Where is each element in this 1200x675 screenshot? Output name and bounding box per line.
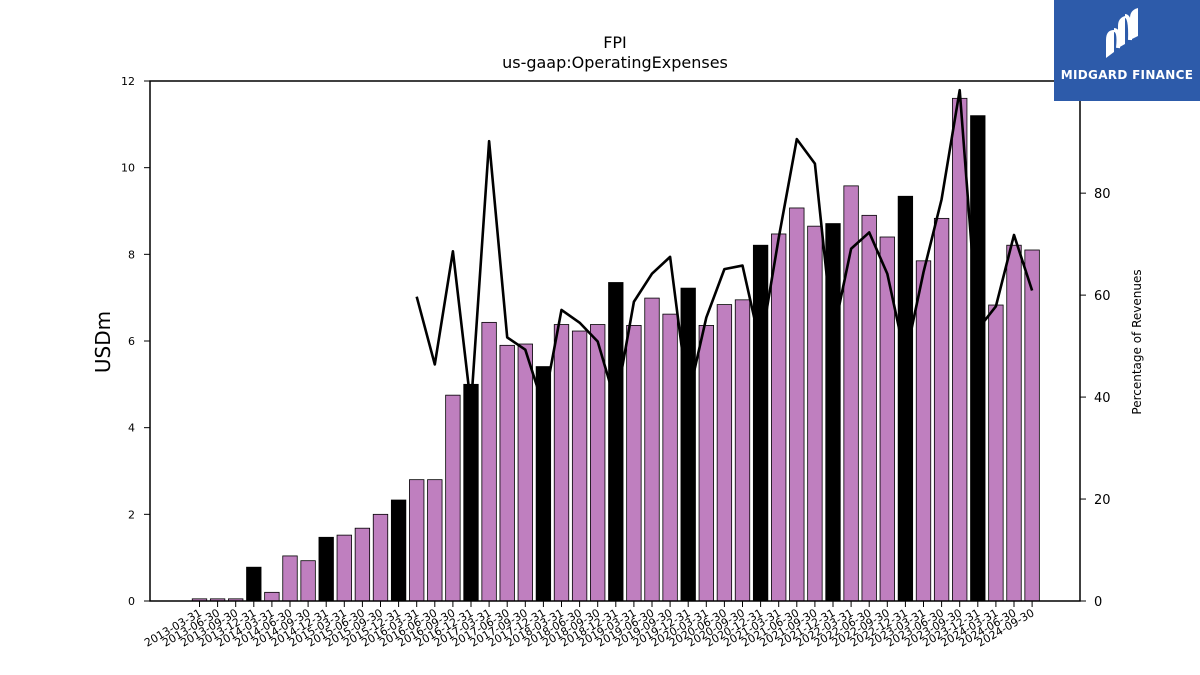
bar-2016-12-31	[463, 383, 479, 602]
bar-2020-12-31	[752, 244, 769, 602]
y-tick-label: 10	[121, 162, 135, 175]
bar-2021-03-31	[771, 233, 787, 602]
y-axis-label: USDm	[91, 311, 115, 373]
y2-tick-label: 40	[1094, 391, 1111, 406]
bar-2020-06-30	[716, 304, 733, 602]
y-tick-label: 2	[128, 508, 135, 521]
bar-2021-06-30	[789, 207, 805, 602]
bar-2014-03-31	[264, 591, 280, 602]
chart-subtitle: us-gaap:OperatingExpenses	[502, 53, 728, 72]
bar-2024-06-30	[1006, 244, 1022, 602]
bar-2023-03-31	[915, 260, 932, 602]
bar-2015-12-31	[390, 499, 407, 602]
bar-2015-09-30	[372, 513, 389, 602]
y-tick-label: 8	[128, 248, 135, 261]
bar-2019-03-31	[626, 324, 642, 602]
bar-2014-09-30	[300, 560, 316, 602]
bar-2019-06-30	[644, 297, 660, 602]
y2-tick-label: 0	[1094, 595, 1102, 610]
bar-2016-06-30	[427, 479, 443, 602]
bar-2017-09-30	[517, 343, 533, 602]
bar-2013-12-31	[246, 566, 262, 602]
bar-2016-09-30	[445, 394, 461, 602]
brand-logo: MIDGARD FINANCE	[1054, 0, 1200, 101]
bar-2019-09-30	[662, 313, 678, 602]
bar-2022-12-31	[897, 195, 914, 602]
bar-2024-09-30	[1024, 249, 1040, 602]
chart-title: FPI	[603, 33, 627, 52]
bar-2016-03-31	[409, 479, 425, 602]
bar-2018-12-31	[608, 282, 624, 602]
y2-axis-label: Percentage of Revenues	[1130, 269, 1144, 414]
bar-2020-09-30	[734, 299, 751, 602]
bar-2020-03-31	[698, 324, 714, 602]
bar-2017-03-31	[481, 321, 497, 602]
y-tick-label: 12	[121, 75, 135, 88]
axes-layer: 0246810120204060801002013-03-312013-06-3…	[121, 75, 1119, 650]
y2-tick-label: 60	[1094, 289, 1111, 304]
bar-2021-09-30	[807, 225, 823, 602]
y-tick-label: 0	[128, 595, 135, 608]
line-layer	[415, 88, 1034, 408]
bar-2023-12-31	[970, 115, 986, 602]
brand-logo-icon	[1106, 8, 1138, 58]
bar-2023-06-30	[933, 217, 950, 602]
bar-2018-03-31	[553, 324, 570, 602]
bar-2018-09-30	[590, 324, 606, 602]
bars-layer	[191, 97, 1040, 602]
bar-2015-03-31	[336, 534, 352, 602]
bar-2022-06-30	[861, 214, 877, 602]
y-tick-label: 6	[128, 335, 135, 348]
brand-name: MIDGARD FINANCE	[1060, 68, 1194, 82]
percentage-line	[415, 88, 1034, 408]
bar-2015-06-30	[354, 527, 371, 602]
y2-tick-label: 20	[1094, 493, 1111, 508]
bar-2019-12-31	[680, 287, 696, 602]
bar-2024-03-31	[988, 304, 1004, 602]
bar-2014-12-31	[318, 536, 334, 602]
bar-2018-06-30	[571, 330, 588, 602]
y2-tick-label: 80	[1094, 187, 1111, 202]
bar-2014-06-30	[282, 555, 298, 602]
y-tick-label: 4	[128, 422, 135, 435]
bar-2017-06-30	[499, 344, 515, 602]
